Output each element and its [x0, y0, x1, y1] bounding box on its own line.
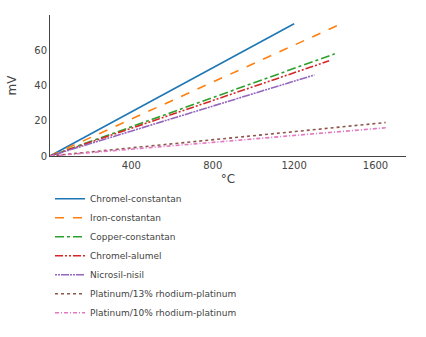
svg-text:40: 40	[34, 80, 47, 91]
svg-text:0: 0	[41, 151, 47, 162]
svg-text:Platinum/13% rhodium-platinum: Platinum/13% rhodium-platinum	[90, 289, 236, 299]
svg-text:400: 400	[122, 160, 141, 171]
svg-text:Nicrosil-nisil: Nicrosil-nisil	[90, 270, 144, 280]
svg-text:°C: °C	[221, 172, 235, 186]
svg-text:800: 800	[203, 160, 222, 171]
svg-text:60: 60	[34, 45, 47, 56]
svg-text:1600: 1600	[363, 160, 388, 171]
svg-text:Platinum/10% rhodium-platinum: Platinum/10% rhodium-platinum	[90, 308, 236, 318]
svg-text:Chromel-alumel: Chromel-alumel	[90, 251, 162, 261]
svg-text:mV: mV	[5, 75, 19, 96]
svg-text:1200: 1200	[281, 160, 306, 171]
svg-text:20: 20	[34, 115, 47, 126]
svg-text:Chromel-constantan: Chromel-constantan	[90, 194, 181, 204]
svg-text:Copper-constantan: Copper-constantan	[90, 232, 175, 242]
svg-text:Iron-constantan: Iron-constantan	[90, 213, 161, 223]
